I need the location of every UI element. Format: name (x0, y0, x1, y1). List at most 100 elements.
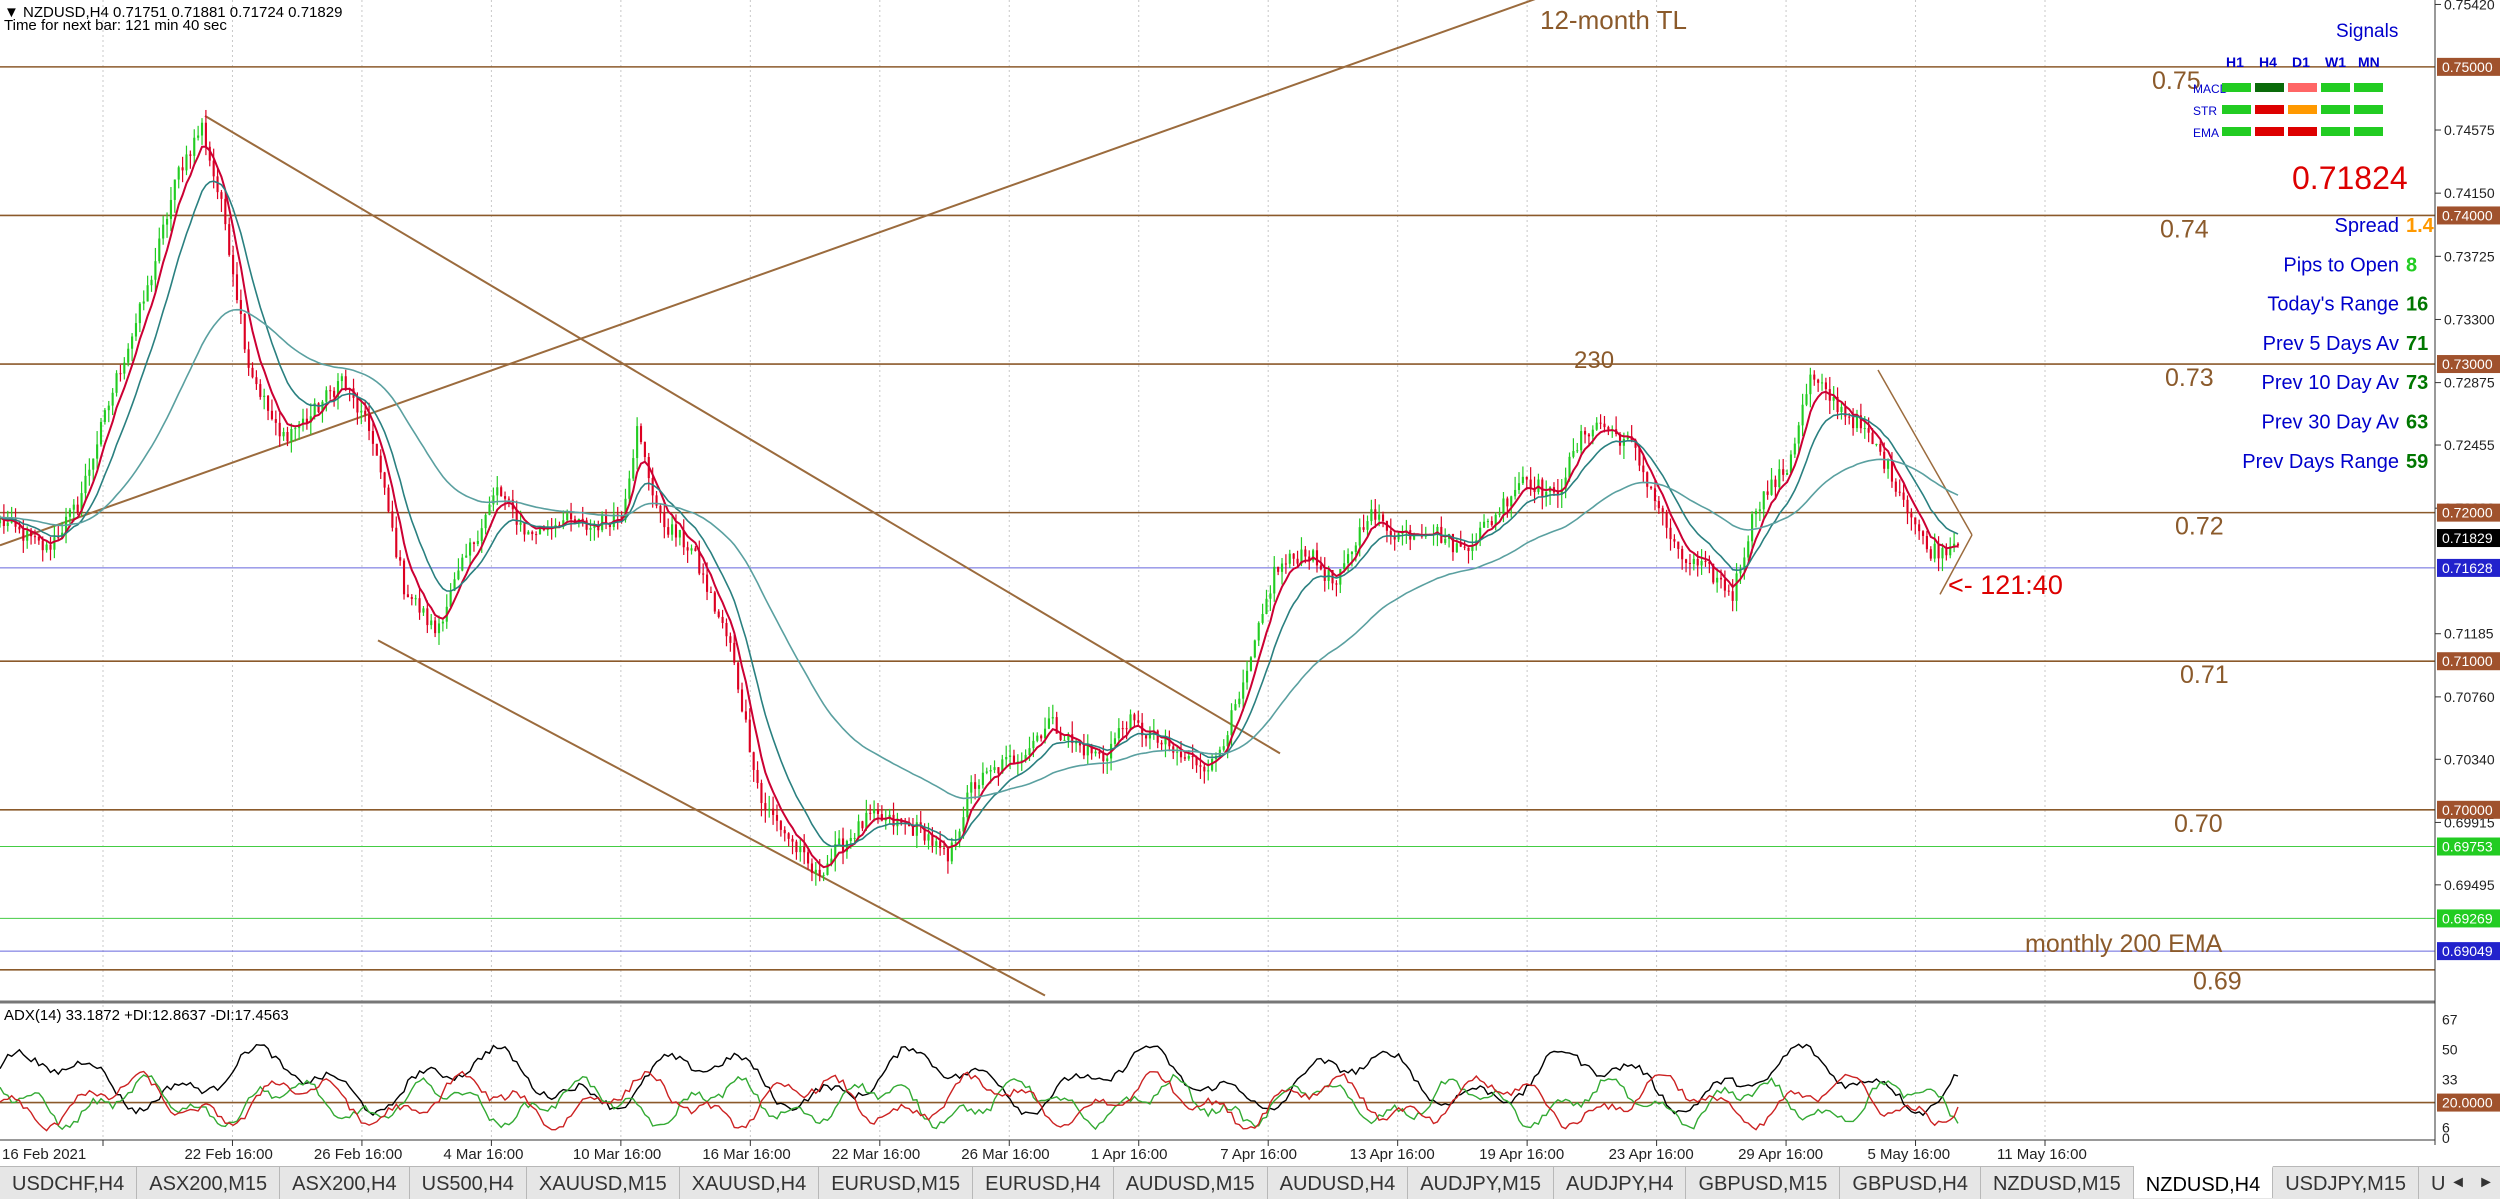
main-plot-area[interactable] (0, 0, 2435, 1000)
price-chart[interactable]: 0.754200.745750.741500.737250.733000.728… (0, 0, 2500, 1166)
candle-body (671, 524, 674, 535)
candle-body (667, 527, 670, 535)
price-level-tag (2437, 800, 2500, 819)
candle-body (162, 224, 165, 239)
candle-body (92, 458, 95, 470)
candle-body (1222, 746, 1225, 750)
candle-body (1238, 698, 1241, 705)
candle-body (329, 390, 332, 392)
tab-scroll-arrows: ◄ ► (2444, 1167, 2500, 1199)
price-level-tag-label: 0.71829 (2442, 530, 2493, 546)
candle-body (142, 301, 145, 304)
candle-body (663, 512, 666, 528)
symbol-tab[interactable]: USDCHF,H4 (0, 1167, 138, 1199)
candle-body (263, 395, 266, 397)
candle-body (1459, 543, 1462, 547)
adx-plot-area[interactable] (0, 1004, 2435, 1140)
candle-body (1925, 535, 1928, 550)
candle-body (678, 530, 681, 538)
candle-body (1494, 514, 1497, 526)
candle-body (150, 279, 153, 286)
candle-body (476, 540, 479, 544)
tab-scroll-right-icon[interactable]: ► (2478, 1174, 2494, 1191)
symbol-tab[interactable]: XAUUSD,H4 (680, 1167, 820, 1199)
stat-value: 8 (2406, 254, 2417, 276)
symbol-tab[interactable]: US500,H4 (410, 1167, 527, 1199)
candle-body (1012, 755, 1016, 763)
signals-timeframe-label: MN (2358, 54, 2380, 70)
candle-body (1692, 558, 1695, 565)
candle-body (33, 536, 37, 538)
candle-body (356, 397, 359, 413)
candle-body (1471, 545, 1474, 552)
candle-body (1063, 739, 1066, 741)
price-axis: 0.75420 0.74575 0.74150 0.73725 0.73300 0.728… (2435, 0, 2500, 1146)
price-level-tag (2437, 57, 2500, 76)
signal-indicator (2222, 127, 2251, 136)
candle-body (744, 711, 747, 720)
candle-body (134, 323, 138, 337)
symbol-tab[interactable]: AUDUSD,M15 (1114, 1167, 1268, 1199)
candle-body (422, 608, 425, 613)
candle-body (1688, 562, 1692, 565)
candle-body (1510, 496, 1513, 507)
candle-body (1840, 406, 1843, 413)
candle-body (1137, 720, 1140, 723)
symbol-tab[interactable]: AUDUSD,H4 (1268, 1167, 1409, 1199)
signal-indicator (2354, 127, 2383, 136)
candle-body (434, 620, 437, 634)
symbol-tab[interactable]: XAUUSD,M15 (527, 1167, 680, 1199)
candle-body (1090, 744, 1093, 754)
candle-body (441, 621, 444, 624)
stat-value: 59 (2406, 451, 2428, 473)
candle-body (1249, 657, 1253, 671)
candle-body (45, 544, 48, 551)
candle-body (822, 874, 825, 876)
candle-body (418, 598, 421, 613)
time-tick-label: 26 Mar 16:00 (961, 1146, 1049, 1163)
candle-body (1265, 598, 1268, 615)
symbol-tab[interactable]: ASX200,H4 (280, 1167, 410, 1199)
candle-body (1055, 717, 1058, 734)
candle-body (127, 348, 130, 363)
candle-body (806, 852, 810, 864)
trendline-label: 12-month TL (1540, 5, 1687, 35)
candle-body (1121, 728, 1124, 730)
symbol-tab[interactable]: NZDUSD,M15 (1981, 1167, 2134, 1199)
ema-fast-line (0, 145, 1959, 869)
candle-body (1918, 524, 1921, 532)
tab-scroll-left-icon[interactable]: ◄ (2450, 1174, 2466, 1191)
symbol-tab[interactable]: EURUSD,M15 (819, 1167, 974, 1199)
candle-body (259, 384, 262, 397)
candle-body (1879, 443, 1882, 452)
symbol-tab[interactable]: AUDJPY,H4 (1554, 1167, 1687, 1199)
bar-timer: Time for next bar: 121 min 40 sec (4, 17, 227, 34)
symbol-tab[interactable]: AUDJPY,M15 (1408, 1167, 1554, 1199)
symbol-tab[interactable]: GBPUSD,M15 (1686, 1167, 1841, 1199)
candle-body (962, 817, 965, 832)
symbol-tab[interactable]: EURUSD,H4 (973, 1167, 1114, 1199)
candle-body (997, 767, 1000, 774)
candle-body (818, 869, 821, 876)
candle-body (682, 530, 685, 548)
symbol-tab[interactable]: NZDUSD,H4 (2133, 1166, 2274, 1198)
candle-body (406, 594, 409, 598)
symbol-tab[interactable]: USDJPY,M15 (2273, 1167, 2420, 1199)
level-label: 0.70 (2174, 810, 2223, 838)
symbol-tab-bar: USDCHF,H4 ASX200,M15 ASX200,H4 US500,H4 XAUU… (0, 1166, 2500, 1199)
candle-body (1455, 543, 1458, 553)
candle-body (931, 834, 934, 846)
candle-body (119, 373, 122, 375)
symbol-tab[interactable]: ASX200,M15 (137, 1167, 281, 1199)
candle-body (752, 752, 755, 770)
adx-line (0, 1043, 1959, 1117)
symbol-tab[interactable]: GBPUSD,H4 (1840, 1167, 1981, 1199)
candle-body (430, 620, 433, 626)
price-level-tag (2437, 558, 2500, 577)
candle-body (1463, 546, 1466, 548)
candle-body (1673, 539, 1676, 542)
candle-body (1354, 545, 1357, 552)
candle-body (919, 822, 922, 827)
candle-body (954, 842, 957, 844)
